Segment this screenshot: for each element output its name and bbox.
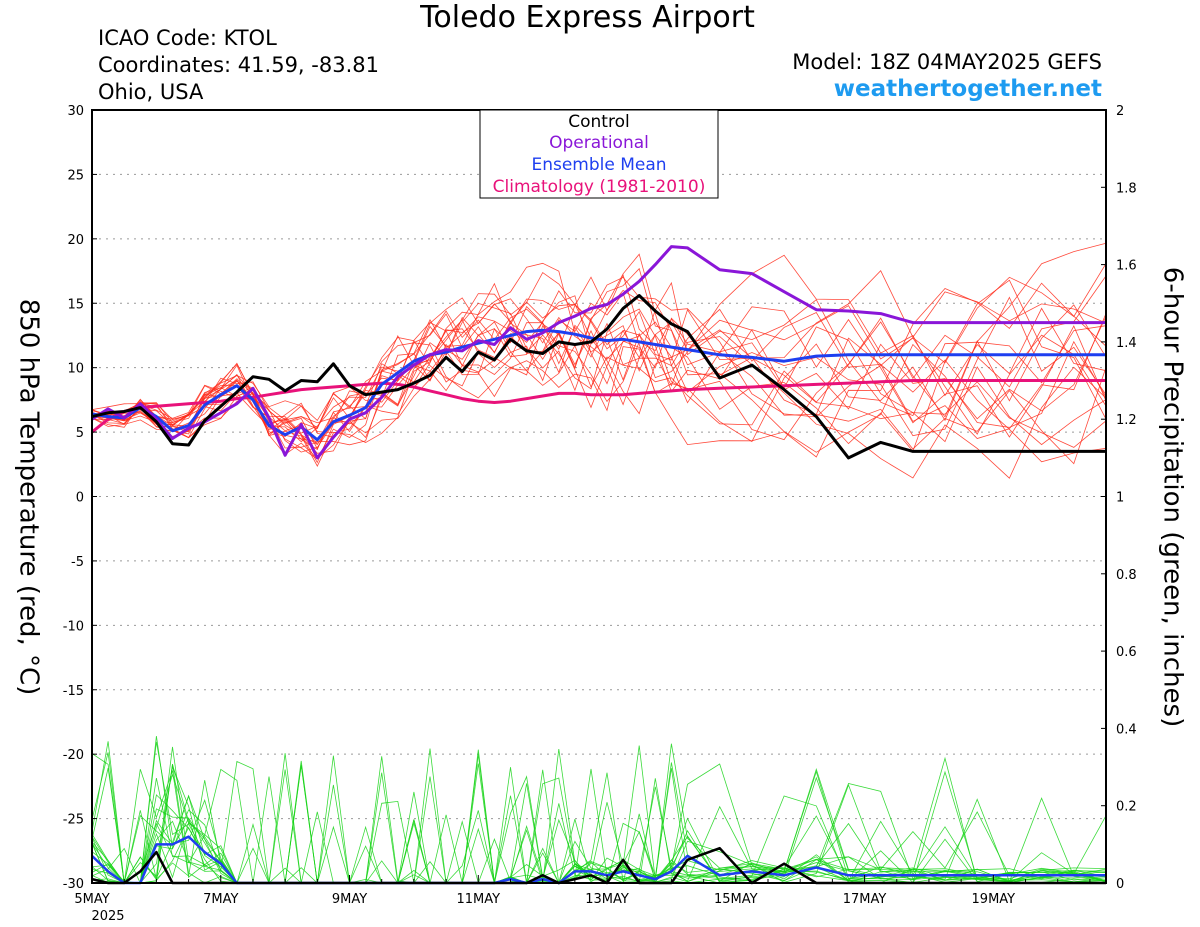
legend-box <box>479 109 719 199</box>
y2-tick-label: 0.6 <box>1116 645 1137 660</box>
y-tick-label: 25 <box>67 168 84 183</box>
x-tick-label: 5MAY <box>74 892 109 907</box>
y2-tick-label: 0.8 <box>1116 568 1137 583</box>
y-tick-label: 30 <box>67 104 84 119</box>
x-tick-label: 9MAY <box>332 892 367 907</box>
member-temperature-line <box>91 295 1107 439</box>
region: Ohio, USA <box>98 80 204 104</box>
y-tick-label: -30 <box>63 877 84 892</box>
legend-climatology: Climatology (1981-2010) <box>493 177 706 197</box>
legend: Control Operational Ensemble Mean Climat… <box>479 109 719 199</box>
y2-tick-label: 1.8 <box>1116 181 1137 196</box>
member-precip-line <box>91 755 1107 884</box>
y-tick-label: -5 <box>71 555 84 570</box>
member-precip-line <box>91 741 1107 884</box>
y2-tick-label: 2 <box>1116 104 1124 119</box>
y-tick-label: 5 <box>76 426 84 441</box>
operational-temp-line <box>91 245 1106 460</box>
y2-tick-label: 0.2 <box>1116 800 1137 815</box>
y-tick-label: -10 <box>63 619 84 634</box>
x-year-label: 2025 <box>91 909 124 924</box>
series-lines <box>91 245 1106 885</box>
x-tick-label: 13MAY <box>585 892 629 907</box>
member-temperature-line <box>91 282 1107 458</box>
y-tick-label: 15 <box>67 297 84 312</box>
x-tick-label: 11MAY <box>456 892 500 907</box>
member-temperature-line <box>91 275 1107 446</box>
legend-ensemble-mean: Ensemble Mean <box>531 155 666 175</box>
y-tick-label: 0 <box>76 491 84 506</box>
member-precip-line <box>91 735 1107 884</box>
coordinates: Coordinates: 41.59, -83.81 <box>98 53 379 77</box>
member-temperature-line <box>91 289 1107 454</box>
y2-tick-label: 1.2 <box>1116 413 1137 428</box>
y2-tick-label: 0.4 <box>1116 722 1137 737</box>
y-tick-label: -25 <box>63 813 84 828</box>
member-temperature-line <box>91 270 1107 446</box>
x-tick-label: 7MAY <box>203 892 238 907</box>
member-precip-line <box>91 756 1107 884</box>
x-tick-label: 15MAY <box>714 892 758 907</box>
y2-tick-label: 0 <box>1116 877 1124 892</box>
member-temperature-line <box>91 262 1107 467</box>
y2-tick-label: 1.4 <box>1116 336 1137 351</box>
member-temperature-line <box>91 282 1107 446</box>
y2-tick-label: 1 <box>1116 491 1124 506</box>
ensemble-mean-temp-line <box>91 328 1106 442</box>
axis-ticks: 302520151050-5-10-15-20-25-3021.81.61.41… <box>63 104 1137 924</box>
icao-code: ICAO Code: KTOL <box>98 26 277 50</box>
y2-tick-label: 1.6 <box>1116 259 1137 274</box>
member-temperature-line <box>91 281 1107 443</box>
y-tick-label: -15 <box>63 684 84 699</box>
model-run: Model: 18Z 04MAY2025 GEFS <box>792 50 1102 74</box>
member-temperature-line <box>91 254 1107 438</box>
legend-operational: Operational <box>549 133 649 153</box>
grid-lines <box>92 173 1106 820</box>
x-tick-label: 19MAY <box>972 892 1016 907</box>
chart-title: Toledo Express Airport <box>420 0 755 35</box>
y-axis-label: 850 hPa Temperature (red, °C) <box>14 299 44 696</box>
legend-control: Control <box>568 112 629 132</box>
site-link[interactable]: weathertogether.net <box>833 76 1102 102</box>
member-precip-line <box>91 741 1107 884</box>
ensemble-mean-precip-line <box>91 835 1106 885</box>
member-temperature-line <box>91 279 1107 452</box>
control-temp-line <box>91 294 1106 460</box>
y-tick-label: 10 <box>67 362 84 377</box>
y-tick-label: 20 <box>67 233 84 248</box>
x-tick-label: 17MAY <box>843 892 887 907</box>
y2-axis-label: 6-hour Precipitation (green, inches) <box>1158 267 1188 727</box>
y-tick-label: -20 <box>63 748 84 763</box>
